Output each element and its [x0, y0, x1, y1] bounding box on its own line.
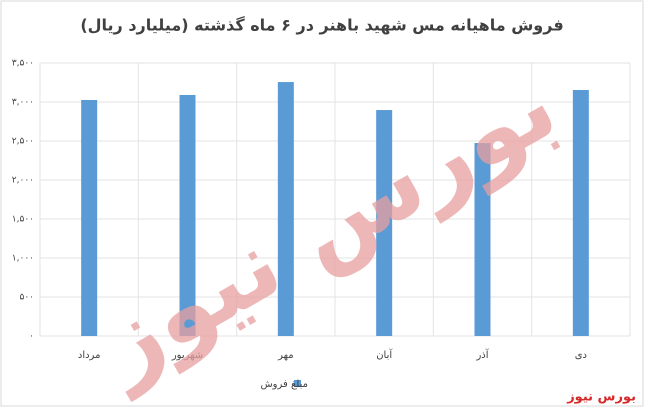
y-tick-label: ۰	[29, 332, 34, 342]
legend-swatch	[294, 380, 301, 387]
x-tick-label: شهریور	[171, 350, 203, 361]
brand: بورس نیوز	[566, 390, 636, 405]
legend-label: مبلغ فروش	[260, 379, 308, 390]
bar	[179, 94, 196, 336]
bar	[572, 89, 589, 336]
x-tick-label: دی	[575, 350, 587, 361]
x-tick-label: مهر	[277, 350, 293, 361]
bar	[81, 99, 98, 336]
plot-area: ۰ ۵۰۰ ۱,۰۰۰ ۱,۵۰۰ ۲,۰۰۰ ۲,۵۰۰ ۳,۰۰۰ ۳,۵۰۰ مرداد ش…	[12, 59, 631, 390]
y-tick-label: ۲,۰۰۰	[12, 176, 34, 186]
y-tick-label: ۲,۵۰۰	[12, 137, 34, 147]
bar	[376, 110, 393, 336]
y-tick-label: ۳,۵۰۰	[12, 59, 34, 69]
y-tick-label: ۳,۰۰۰	[12, 98, 34, 108]
y-tick-label: ۵۰۰	[19, 293, 34, 303]
bar	[474, 143, 491, 336]
x-tick-label: آبان	[376, 348, 393, 361]
x-tick-label: آذر	[475, 348, 489, 361]
y-tick-label: ۱,۰۰۰	[12, 254, 34, 264]
y-tick-label: ۱,۵۰۰	[12, 215, 34, 225]
bar	[277, 82, 294, 336]
chart-title: فروش ماهیانه مس شهید باهنر در ۶ ماه گذشت…	[80, 16, 563, 35]
x-tick-label: مرداد	[78, 350, 101, 361]
